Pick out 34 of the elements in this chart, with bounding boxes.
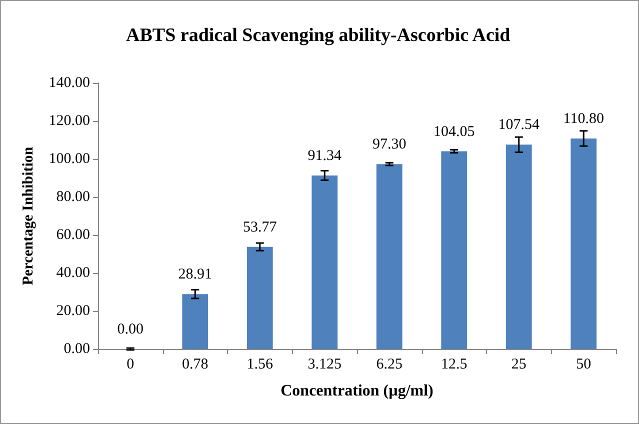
y-tick-label: 40.00 [56, 265, 90, 281]
y-axis-title: Percentage Inhibition [20, 146, 36, 286]
x-tick-label: 12.5 [441, 356, 468, 372]
bar [441, 151, 468, 349]
bar [246, 246, 273, 349]
y-tick-label: 20.00 [56, 303, 90, 319]
x-tick-label: 3.125 [308, 356, 342, 372]
data-label: 110.80 [563, 110, 604, 127]
x-tick-label: 1.56 [246, 356, 274, 372]
bar [376, 164, 402, 349]
data-label: 104.05 [434, 124, 475, 140]
y-tick-label: 80.00 [56, 189, 90, 205]
data-label: 97.30 [372, 136, 406, 153]
y-tick-label: 140.00 [48, 75, 90, 91]
y-tick-label: 60.00 [56, 227, 90, 243]
x-tick-label: 0.78 [182, 356, 208, 372]
y-tick-label: 0.00 [64, 341, 90, 357]
data-label: 53.77 [243, 219, 278, 236]
bar [182, 294, 208, 349]
y-tick-label: 120.00 [48, 113, 90, 129]
chart-title: ABTS radical Scavenging ability-Ascorbic Acid [126, 25, 511, 46]
x-tick-label: 6.25 [376, 356, 402, 372]
x-tick-label: 25 [511, 356, 526, 372]
x-tick-label: 0 [126, 356, 134, 372]
data-label: 0.00 [117, 322, 144, 338]
bar [312, 175, 338, 349]
bar [506, 144, 532, 349]
data-label: 107.54 [498, 117, 540, 134]
bar [570, 138, 597, 349]
x-axis-title: Concentration (µg/ml) [280, 382, 434, 400]
y-tick-label: 100.00 [48, 151, 90, 167]
data-label: 91.34 [308, 148, 342, 164]
x-tick-label: 50 [576, 356, 592, 372]
data-label: 28.91 [178, 266, 212, 283]
